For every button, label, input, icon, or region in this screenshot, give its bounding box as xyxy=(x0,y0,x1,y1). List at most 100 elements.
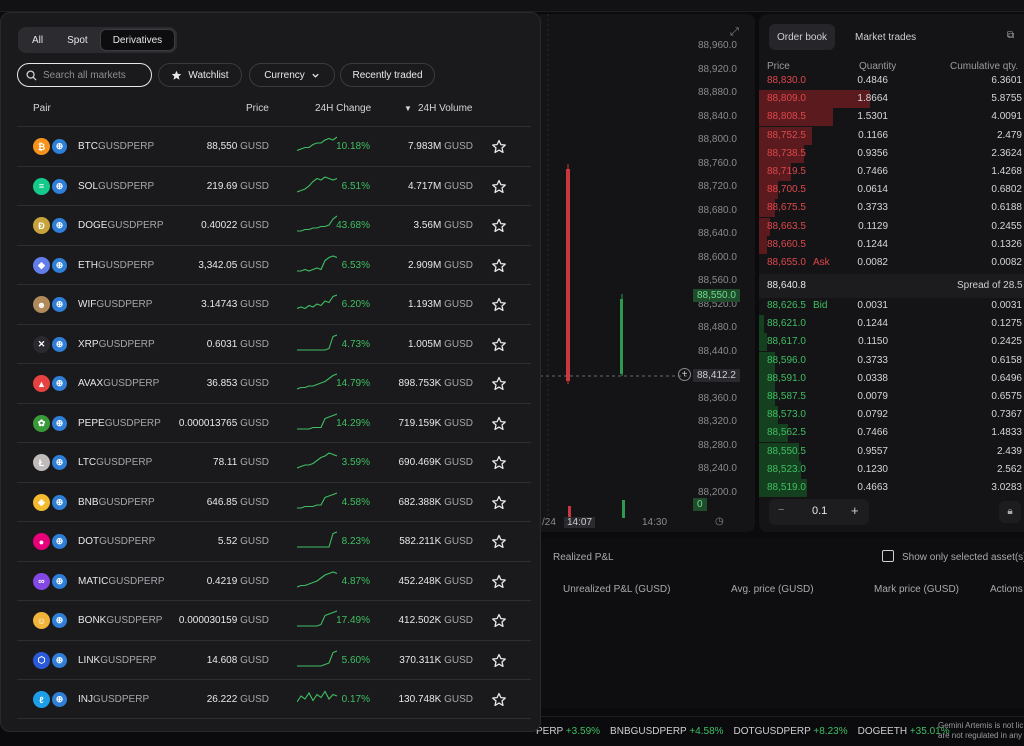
crosshair-add-icon[interactable]: + xyxy=(678,368,691,381)
tab-order-book[interactable]: Order book xyxy=(769,24,836,50)
market-row[interactable]: ₿ ⊕ BTCGUSDPERP 88,550 GUSD 10.18% 7.983… xyxy=(17,126,531,166)
market-row[interactable]: ∞ ⊕ MATICGUSDPERP 0.4219 GUSD 4.87% 452.… xyxy=(17,560,531,601)
bid-row[interactable]: 88,519.0 0.4663 3.0283 xyxy=(759,479,1024,497)
increment-button[interactable]: + xyxy=(851,503,859,518)
market-row[interactable]: ◈ ⊕ BNBGUSDPERP 646.85 GUSD 4.58% 682.38… xyxy=(17,481,531,522)
ob-cumulative: 0.6496 xyxy=(991,372,1022,384)
pair-volume: 412.502K GUSD xyxy=(398,615,473,626)
star-icon[interactable] xyxy=(491,337,507,353)
market-row[interactable]: ✿ ⊕ PEPEGUSDPERP 0.000013765 GUSD 14.29%… xyxy=(17,402,531,443)
star-icon[interactable] xyxy=(491,258,507,274)
tab-derivatives[interactable]: Derivatives xyxy=(99,29,176,51)
star-icon[interactable] xyxy=(491,495,507,511)
pair-volume: 898.753K GUSD xyxy=(398,378,473,389)
sparkline-line xyxy=(297,333,337,351)
ob-price: 88,675.5 xyxy=(767,202,806,214)
star-icon[interactable] xyxy=(491,574,507,590)
ask-row[interactable]: 88,663.5 0.1129 0.2455 xyxy=(759,217,1024,236)
market-row[interactable]: ● ⊕ DOTGUSDPERP 5.52 GUSD 8.23% 582.211K… xyxy=(17,521,531,561)
price-chart-panel[interactable]: ⤢ + /24 14:07 14:30 ◷ xyxy=(540,14,755,532)
star-icon[interactable] xyxy=(491,416,507,432)
ask-row[interactable]: 88,809.0 1.8664 5.8755 xyxy=(759,90,1024,109)
decrement-button[interactable]: − xyxy=(778,504,785,516)
checkbox[interactable] xyxy=(882,550,894,562)
gusd-icon: ⊕ xyxy=(51,414,68,432)
ticker-item[interactable]: DOTGUSDPERP +8.23% xyxy=(733,726,848,737)
star-icon[interactable] xyxy=(491,139,507,155)
tab-spot[interactable]: Spot xyxy=(67,34,88,46)
market-row[interactable]: ≡ ⊕ SOLGUSDPERP 219.69 GUSD 6.51% 4.717M… xyxy=(17,165,531,206)
pair-volume: 3.56M GUSD xyxy=(413,220,473,231)
bid-row[interactable]: 88,626.5 Bid 0.0031 0.0031 xyxy=(759,297,1024,315)
bid-row[interactable]: 88,621.0 0.1244 0.1275 xyxy=(759,315,1024,334)
market-row[interactable]: Ł ⊕ LTCGUSDPERP 78.11 GUSD 3.59% 690.469… xyxy=(17,442,531,482)
bid-row[interactable]: 88,617.0 0.1150 0.2425 xyxy=(759,333,1024,352)
ask-row[interactable]: 88,808.5 1.5301 4.0091 xyxy=(759,108,1024,127)
star-icon[interactable] xyxy=(491,297,507,313)
currency-dropdown[interactable]: Currency xyxy=(249,63,335,87)
star-icon[interactable] xyxy=(491,613,507,629)
market-row[interactable]: ℓ ⊕ INJGUSDPERP 26.222 GUSD 0.17% 130.74… xyxy=(17,679,531,719)
sparkline-line xyxy=(297,531,337,548)
col-24h-change[interactable]: 24H Change xyxy=(315,103,372,114)
pair-symbol: WIFGUSDPERP xyxy=(78,299,153,310)
ticker-item[interactable]: DOGEETH +35.01% xyxy=(857,726,950,737)
market-row[interactable]: ✕ ⊕ XRPGUSDPERP 0.6031 GUSD 4.73% 1.005M… xyxy=(17,323,531,364)
market-row[interactable]: ⬡ ⊕ LINKGUSDPERP 14.608 GUSD 5.60% 370.3… xyxy=(17,639,531,680)
ask-row[interactable]: 88,660.5 0.1244 0.1326 xyxy=(759,235,1024,254)
star-icon[interactable] xyxy=(491,653,507,669)
market-row[interactable]: ◆ ⊕ ETHGUSDPERP 3,342.05 GUSD 6.53% 2.90… xyxy=(17,244,531,285)
pair-symbol: ETHGUSDPERP xyxy=(78,259,155,271)
pair-change: 6.51% xyxy=(341,180,370,192)
pair-volume: 2.909M GUSD xyxy=(407,259,473,271)
star-icon[interactable] xyxy=(491,692,507,708)
ob-cumulative: 1.4268 xyxy=(991,166,1022,177)
popout-icon[interactable]: ⧉ xyxy=(1007,30,1015,41)
recently-traded-button[interactable]: Recently traded xyxy=(340,63,435,87)
search-input[interactable] xyxy=(43,69,143,81)
market-row[interactable]: ▲ ⊕ AVAXGUSDPERP 36.853 GUSD 14.79% 898.… xyxy=(17,363,531,403)
ob-header-price: Price xyxy=(767,61,790,72)
ask-row[interactable]: 88,675.5 0.3733 0.6188 xyxy=(759,199,1024,218)
ask-row[interactable]: 88,752.5 0.1166 2.479 xyxy=(759,126,1024,145)
ask-row[interactable]: 88,830.0 0.4846 6.3601 xyxy=(759,72,1024,90)
quantity-stepper[interactable]: − 0.1 + xyxy=(769,499,869,525)
search-box[interactable] xyxy=(17,63,152,87)
ask-row[interactable]: 88,655.0 Ask 0.0082 0.0082 xyxy=(759,254,1024,272)
col-price[interactable]: Price xyxy=(246,103,269,114)
star-icon[interactable] xyxy=(491,218,507,234)
market-row[interactable]: ☺ ⊕ BONKGUSDPERP 0.000030159 GUSD 17.49%… xyxy=(17,600,531,640)
bid-row[interactable]: 88,596.0 0.3733 0.6158 xyxy=(759,351,1024,370)
bid-row[interactable]: 88,591.0 0.0338 0.6496 xyxy=(759,369,1024,388)
bid-row[interactable]: 88,587.5 0.0079 0.6575 xyxy=(759,388,1024,406)
star-icon[interactable] xyxy=(491,534,507,550)
star-icon[interactable] xyxy=(491,179,507,195)
ask-row[interactable]: 88,700.5 0.0614 0.6802 xyxy=(759,181,1024,200)
col-24h-volume[interactable]: 24H Volume xyxy=(418,103,473,114)
market-row[interactable]: Ð ⊕ DOGEGUSDPERP 0.40022 GUSD 43.68% 3.5… xyxy=(17,205,531,245)
ob-cumulative: 2.562 xyxy=(996,463,1022,475)
bid-row[interactable]: 88,523.0 0.1230 2.562 xyxy=(759,460,1024,479)
market-row[interactable]: ☻ ⊕ WIFGUSDPERP 3.14743 GUSD 6.20% 1.193… xyxy=(17,284,531,324)
expand-icon[interactable]: ⤢ xyxy=(730,26,739,38)
ticker-item[interactable]: PERP +3.59% xyxy=(536,726,601,737)
pair-volume: 370.311K GUSD xyxy=(399,654,473,666)
watchlist-button[interactable]: Watchlist xyxy=(158,63,242,87)
bid-row[interactable]: 88,562.5 0.7466 1.4833 xyxy=(759,424,1024,443)
star-icon[interactable] xyxy=(491,376,507,392)
time-axis-label: /24 xyxy=(542,517,556,528)
ask-row[interactable]: 88,738.5 0.9356 2.3624 xyxy=(759,144,1024,163)
tab-market-trades[interactable]: Market trades xyxy=(855,31,917,43)
bid-row[interactable]: 88,550.5 0.9557 2.439 xyxy=(759,442,1024,461)
lock-icon[interactable]: 🔒︎ xyxy=(999,501,1021,523)
tab-all[interactable]: All xyxy=(32,34,44,46)
col-pair[interactable]: Pair xyxy=(33,103,51,114)
ticker-item[interactable]: BNBGUSDPERP +4.58% xyxy=(610,726,724,737)
positions-panel: Realized P&L Show only selected asset(s)… xyxy=(540,538,1024,708)
bid-row[interactable]: 88,573.0 0.0792 0.7367 xyxy=(759,406,1024,425)
timezone-icon[interactable]: ◷ xyxy=(715,516,724,527)
tab-realized-pnl[interactable]: Realized P&L xyxy=(553,552,614,563)
pair-price: 0.000013765 GUSD xyxy=(178,417,269,429)
star-icon[interactable] xyxy=(491,455,507,471)
ask-row[interactable]: 88,719.5 0.7466 1.4268 xyxy=(759,163,1024,181)
